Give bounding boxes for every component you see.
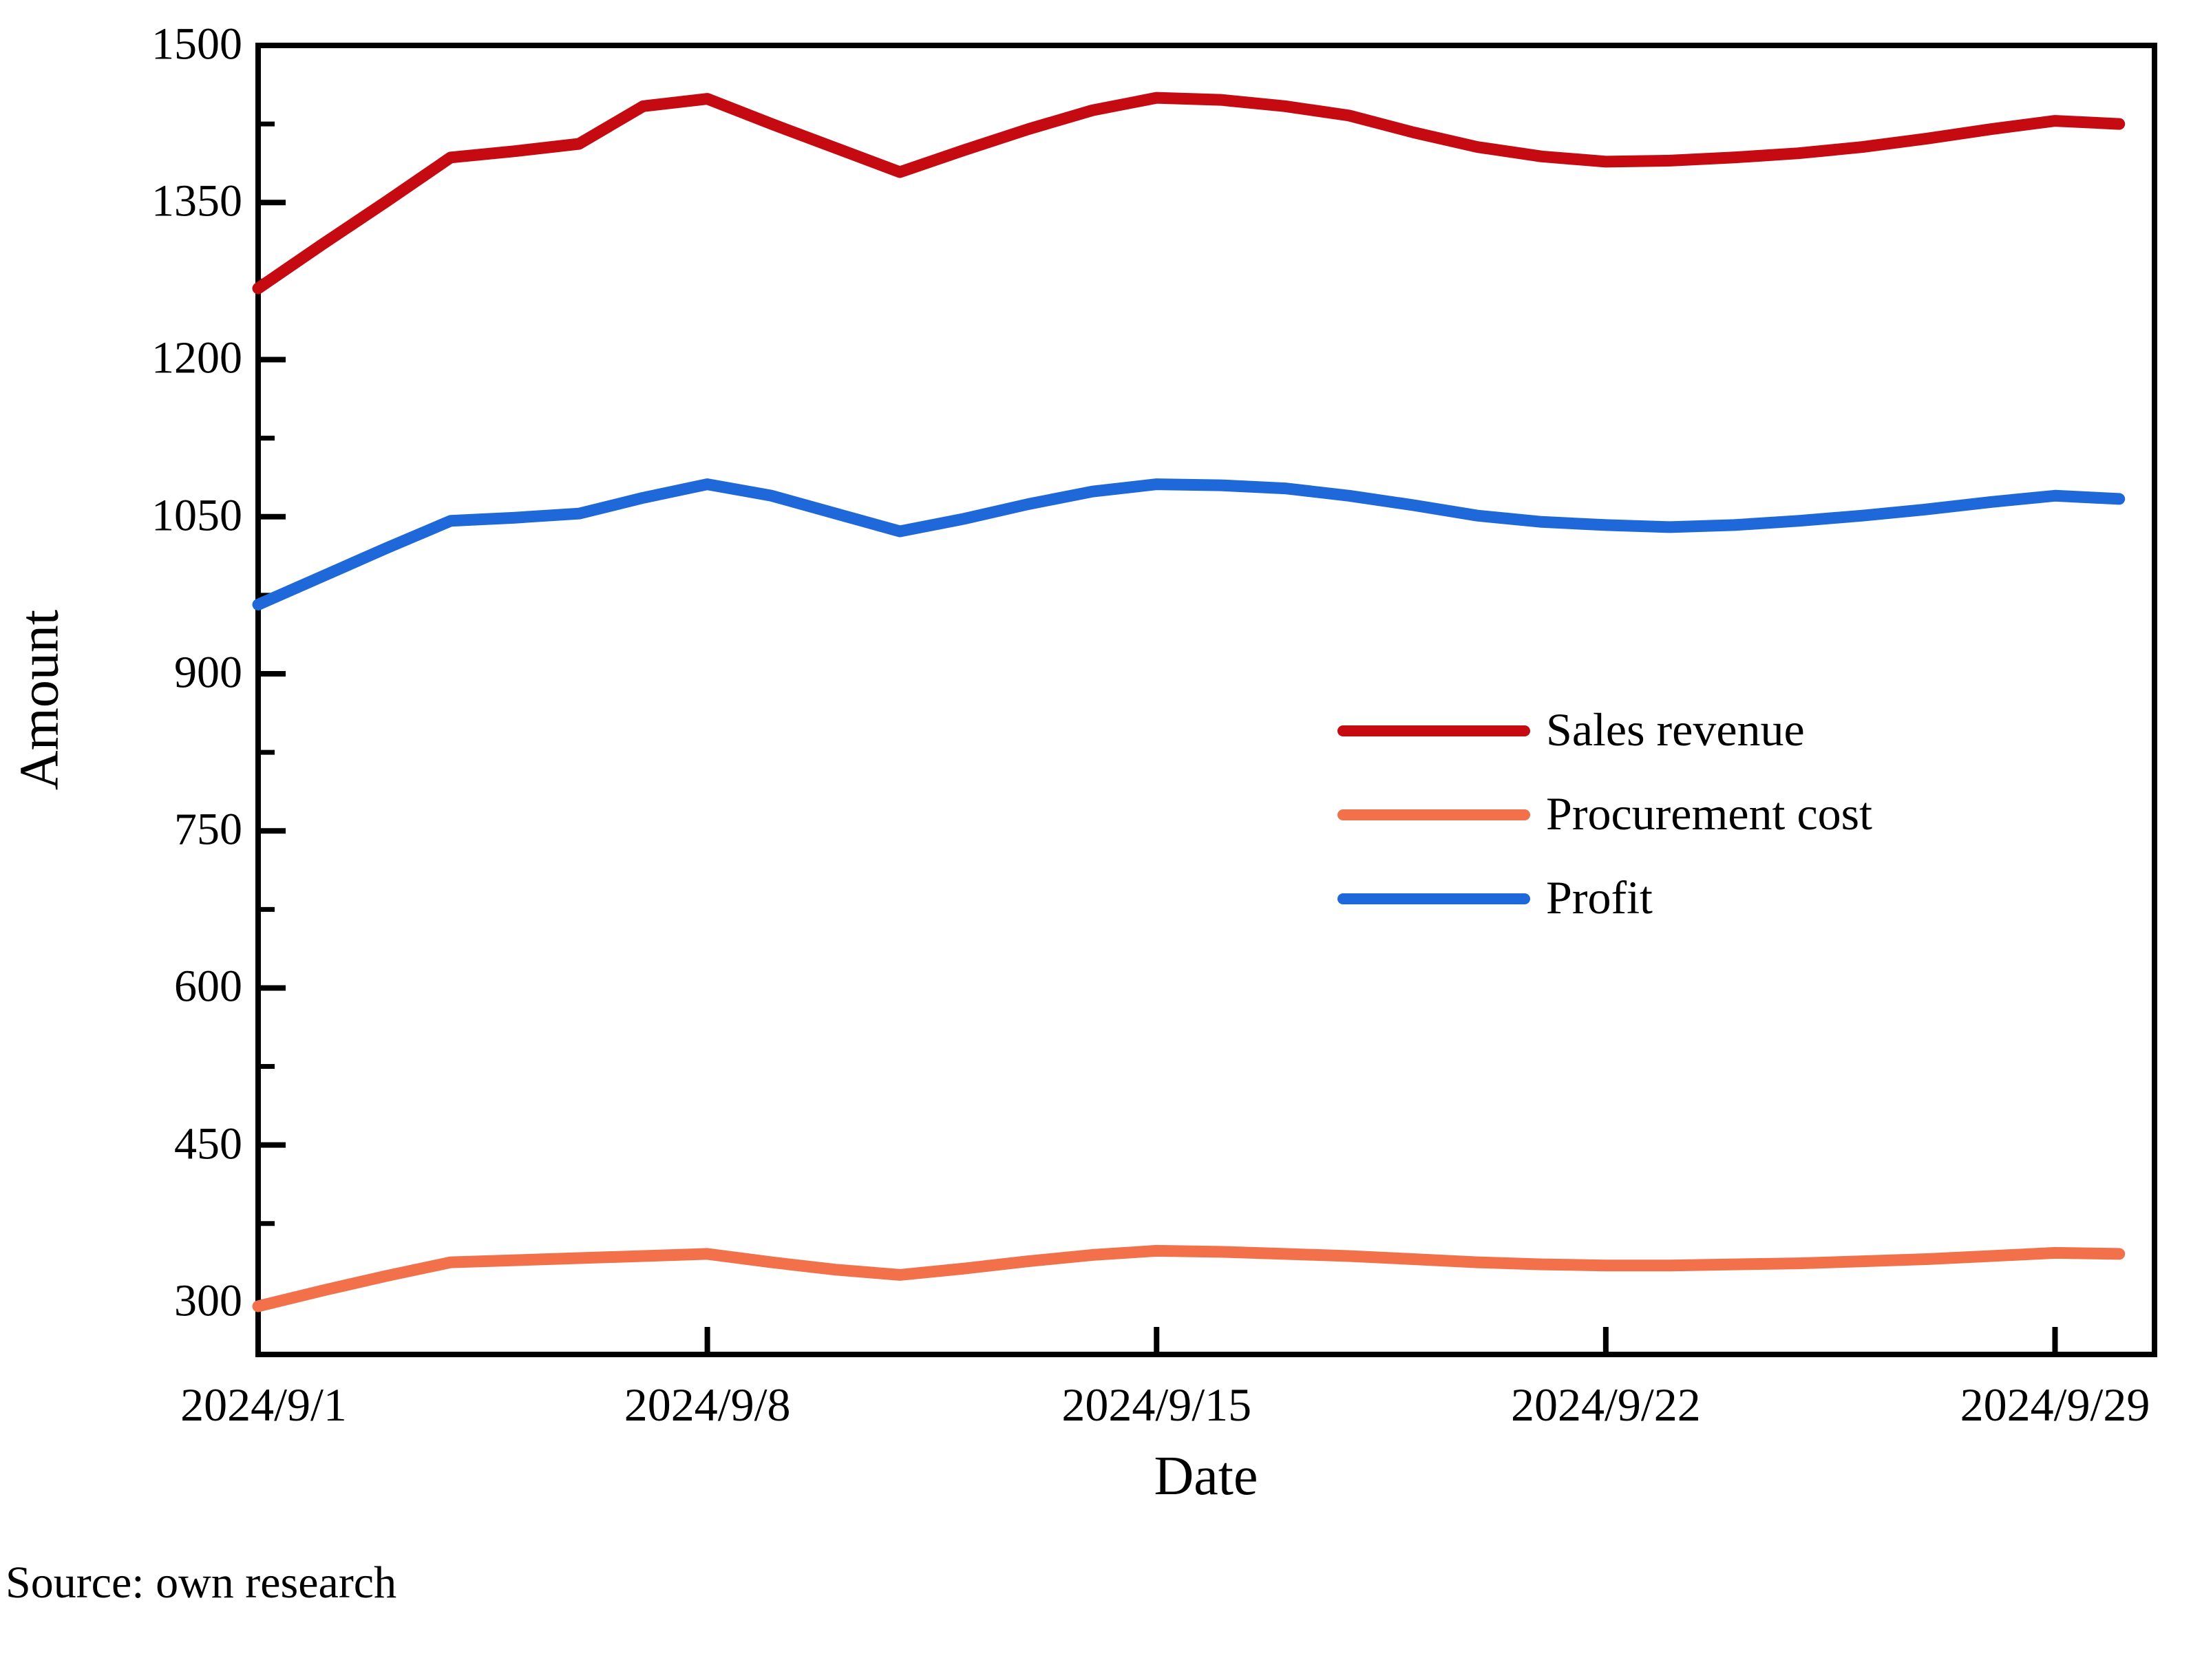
y-tick-label: 600 (174, 961, 242, 1012)
legend-label: Procurement cost (1546, 787, 1872, 840)
procurement-cost-line-swatch (1337, 809, 1530, 820)
y-tick-label: 750 (174, 804, 242, 855)
y-tick-label: 1200 (151, 332, 242, 383)
series-line-profit (252, 478, 2126, 610)
x-tick-label: 2024/9/29 (1960, 1379, 2150, 1431)
legend-label: Sales revenue (1546, 703, 1805, 756)
sales-revenue-line-swatch (1337, 725, 1530, 736)
y-tick-label: 1050 (151, 490, 242, 541)
legend-label: Profit (1546, 871, 1653, 924)
x-tick-label: 2024/9/8 (624, 1379, 791, 1431)
axes-frame (255, 43, 2157, 1357)
y-axis-title: Amount (9, 609, 70, 791)
y-tick-label: 900 (174, 647, 242, 698)
y-tick-label: 450 (174, 1118, 242, 1169)
x-tick-label: 2024/9/15 (1061, 1379, 1252, 1431)
y-tick-label: 1350 (151, 176, 242, 226)
series-line-procurement-cost (252, 1244, 2126, 1312)
source-note: Source: own research (6, 1557, 397, 1608)
x-tick-label: 2024/9/1 (180, 1379, 347, 1431)
y-tick-label: 1500 (151, 19, 242, 70)
profit-line-swatch (1337, 893, 1530, 904)
y-tick-label: 300 (174, 1275, 242, 1326)
x-axis-title: Date (1154, 1446, 1258, 1507)
series-line-sales-revenue (252, 92, 2126, 295)
x-tick-label: 2024/9/22 (1510, 1379, 1701, 1431)
